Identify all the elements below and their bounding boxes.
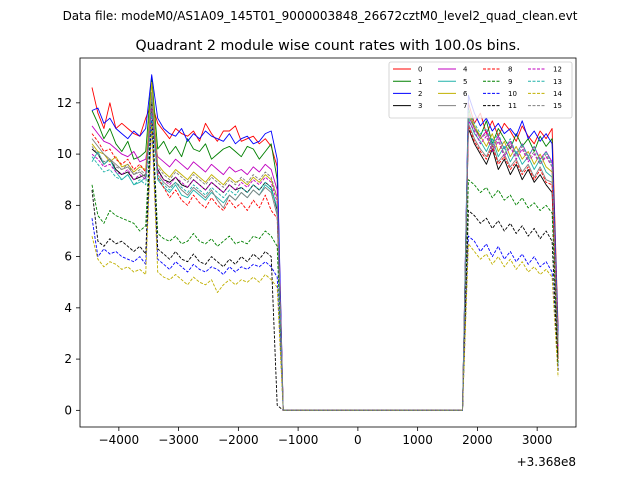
series-line-5	[91, 99, 559, 411]
legend-label-3: 3	[418, 102, 422, 110]
x-offset-label: +3.368e8	[517, 455, 576, 469]
legend-label-8: 8	[508, 66, 512, 74]
y-tick-label: 6	[64, 250, 72, 264]
x-tick-label: −3000	[158, 433, 199, 447]
x-tick-label: 2000	[462, 433, 493, 447]
series-line-12	[91, 107, 559, 411]
plot-frame	[79, 57, 577, 428]
y-tick-label: 8	[64, 198, 72, 212]
series-layer	[91, 74, 559, 411]
y-tick-label: 0	[64, 403, 72, 417]
series-line-14	[91, 122, 559, 411]
series-line-8	[91, 104, 559, 411]
series-line-2	[91, 74, 559, 411]
legend-label-15: 15	[553, 102, 562, 110]
legend-label-0: 0	[418, 66, 422, 74]
y-tick-label: 10	[57, 147, 72, 161]
legend-label-11: 11	[508, 102, 517, 110]
legend-label-14: 14	[553, 90, 562, 98]
legend-label-6: 6	[463, 90, 468, 98]
x-tick-label: 3000	[522, 433, 553, 447]
x-tick-label: −1000	[278, 433, 319, 447]
y-tick-label: 4	[64, 301, 72, 315]
series-line-10	[91, 120, 559, 411]
x-tick-label: −2000	[218, 433, 259, 447]
series-line-3	[91, 97, 559, 411]
x-tick-label: −4000	[99, 433, 140, 447]
plot-area	[79, 57, 577, 428]
y-tick-label: 12	[57, 96, 72, 110]
x-tick-label: 1000	[402, 433, 433, 447]
y-tick-label: 2	[64, 352, 72, 366]
legend-label-5: 5	[463, 78, 467, 86]
series-line-15	[91, 102, 559, 411]
legend-frame	[388, 61, 573, 119]
legend-label-4: 4	[463, 66, 468, 74]
series-line-9	[91, 102, 559, 411]
legend-label-12: 12	[553, 66, 562, 74]
y-axis: 0 2 4 6 8 10 12	[57, 96, 80, 417]
legend-label-1: 1	[418, 78, 422, 86]
legend-label-13: 13	[553, 78, 562, 86]
legend-label-7: 7	[463, 102, 467, 110]
series-line-4	[91, 115, 559, 411]
suptitle: Data file: modeM0/AS1A09_145T01_90000038…	[63, 9, 578, 23]
series-line-13	[91, 110, 559, 411]
legend-label-10: 10	[508, 90, 517, 98]
x-tick-label: 0	[354, 433, 362, 447]
series-line-1	[91, 76, 559, 411]
chart-title: Quadrant 2 module wise count rates with …	[135, 38, 520, 54]
legend-label-2: 2	[418, 90, 422, 98]
x-axis: −4000 −3000 −2000 −1000 0 1000 2000 3000	[99, 427, 553, 447]
series-line-11	[91, 102, 559, 411]
series-line-7	[91, 92, 559, 411]
legend-label-9: 9	[508, 78, 512, 86]
series-line-6	[91, 81, 559, 411]
